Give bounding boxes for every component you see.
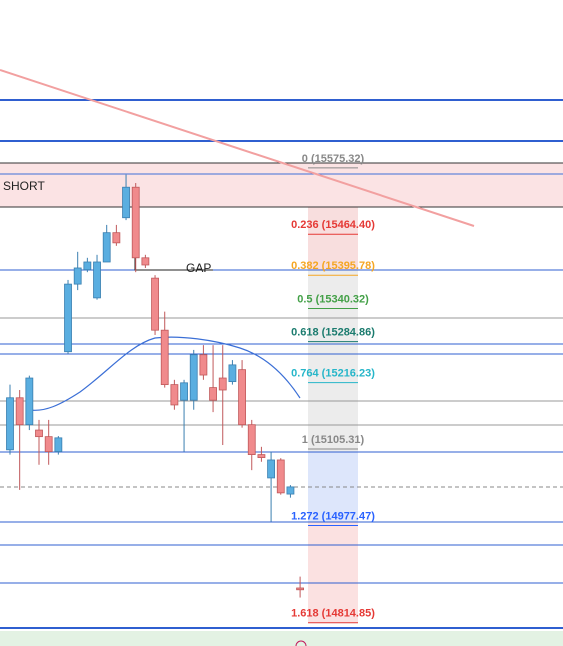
fib-label: 1.272 (14977.47)	[291, 510, 375, 522]
candle-body	[247, 424, 256, 455]
gap-marker	[134, 258, 213, 271]
candle-body	[189, 354, 198, 401]
candle-body	[257, 454, 266, 458]
fib-label: 0.764 (15216.23)	[291, 368, 375, 380]
trend-line	[0, 69, 475, 227]
candle-body	[6, 397, 14, 451]
fib-label: 0.382 (15395.78)	[291, 260, 375, 272]
candle-body	[25, 377, 34, 426]
candle-body	[83, 261, 92, 271]
gray-levels	[0, 317, 563, 426]
fib-zone	[308, 522, 358, 623]
candle-body	[276, 459, 285, 494]
candle-body	[180, 382, 188, 401]
candle-body	[238, 369, 246, 426]
candle-body	[209, 387, 217, 401]
candle-body	[170, 384, 179, 406]
candle-body	[15, 397, 24, 426]
candle-body	[141, 257, 150, 266]
candle-body	[199, 354, 208, 376]
icon	[295, 640, 307, 646]
bottom-zone	[0, 631, 563, 646]
moving-average	[29, 336, 301, 411]
candle-body	[160, 329, 169, 386]
fib-label: 0.618 (15284.86)	[291, 327, 375, 339]
candle-body	[112, 232, 121, 244]
fib-label: 0.236 (15464.40)	[291, 219, 375, 231]
short-label: SHORT	[3, 179, 45, 193]
fib-zone	[308, 270, 358, 452]
candle-body	[122, 186, 130, 219]
candle-body	[131, 186, 140, 259]
fib-label: 0.5 (15340.32)	[297, 293, 369, 305]
levels	[0, 99, 563, 629]
candle-body	[267, 459, 275, 479]
fib-label: 1.618 (14814.85)	[291, 608, 375, 620]
gap-label: GAP	[186, 261, 211, 275]
fib-label: 1 (15105.31)	[302, 434, 365, 446]
short-zone	[0, 163, 563, 207]
candle-body	[64, 283, 72, 353]
candle-body	[296, 587, 305, 591]
candle-body	[73, 267, 82, 285]
candle-body	[218, 377, 227, 391]
candle-body	[228, 364, 237, 383]
candle-body	[54, 437, 63, 453]
candle-body	[93, 261, 101, 299]
candle-body	[44, 436, 53, 453]
fib-label: 0 (15575.32)	[302, 153, 365, 165]
candle-body	[151, 277, 159, 331]
candle-body	[35, 429, 43, 438]
candle-body	[102, 232, 111, 263]
candle-body	[286, 486, 295, 495]
